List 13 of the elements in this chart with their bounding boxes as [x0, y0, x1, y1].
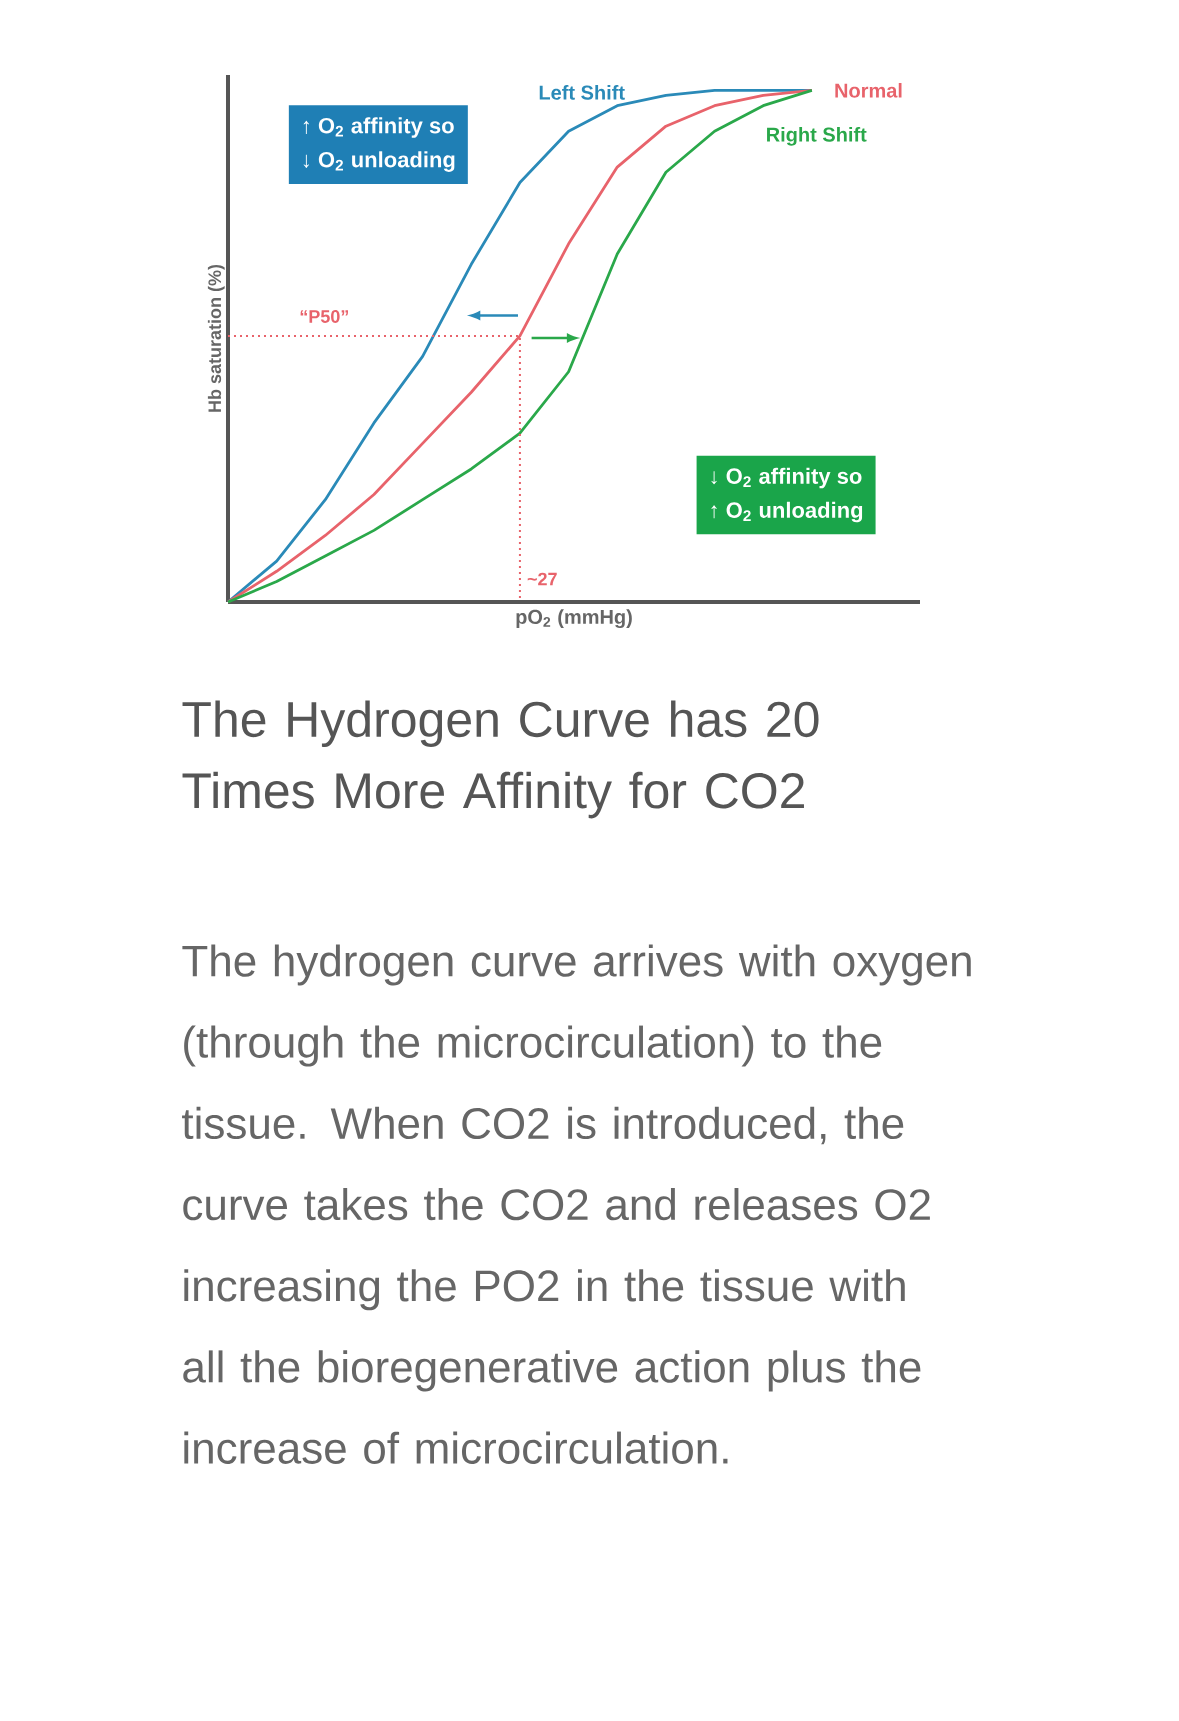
- annotation: ↑ O$_{2}$ unloading: [711, 501, 863, 523]
- annotation: ↑ O$_{2}$ affinity so: [303, 117, 454, 138]
- series-label: Normal: [835, 83, 902, 98]
- annotation: ↓ O$_{2}$ unloading: [303, 151, 455, 172]
- series-label: Left Shift: [539, 85, 625, 100]
- y-axis-title: Hb saturation (%): [207, 264, 225, 412]
- ref-line-label: “P50”: [300, 310, 348, 323]
- x-axis-title: pO$_{2}$ (mmHg): [516, 609, 632, 629]
- text: The hydrogen curve arrives with oxygen (through the microcirculation) to the tissue. When CO2 is introduced, the curve takes the CO2 and releases O2 increasing the PO2 in the tissue with all the bioregenerative action plus the increase of microcirculation.: [182, 944, 971, 1464]
- text: The Hydrogen Curve has 20 Times More Affinity for CO2: [182, 700, 819, 819]
- series-label: Right Shift: [767, 127, 867, 146]
- annotation: ↓ O$_{2}$ affinity so: [711, 467, 862, 489]
- annotation: ~27: [527, 572, 557, 586]
